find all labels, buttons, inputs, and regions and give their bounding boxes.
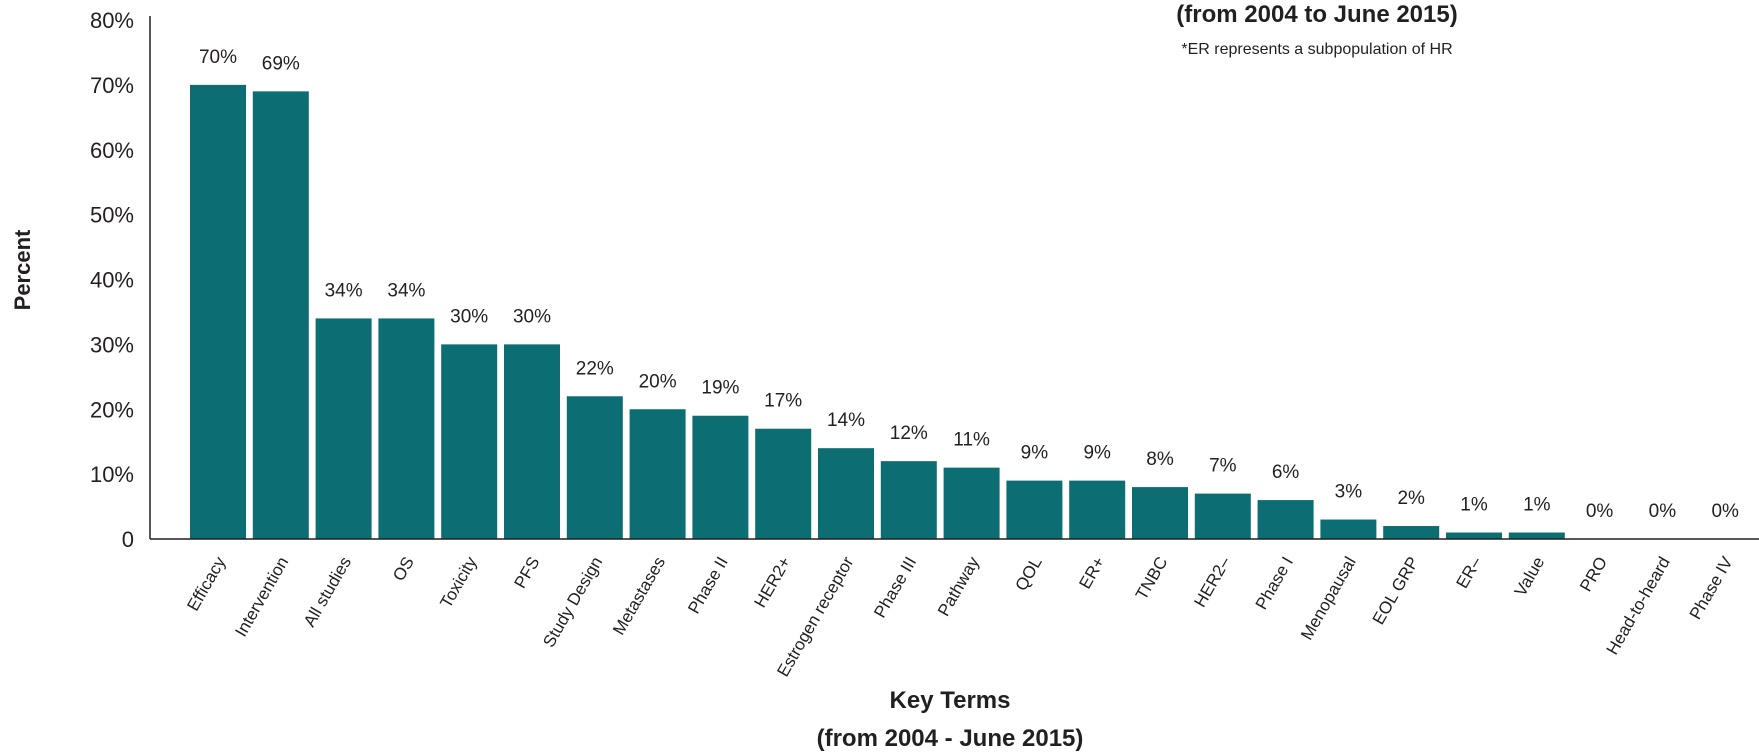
category-label: Value: [1511, 554, 1549, 600]
data-label: 70%: [199, 47, 237, 68]
bar: [315, 318, 372, 539]
data-label: 69%: [262, 53, 300, 74]
bar: [252, 91, 309, 540]
x-axis-sublabel: (from 2004 - June 2015): [817, 725, 1084, 752]
y-tick-label: 20%: [90, 397, 134, 422]
bar: [818, 448, 874, 539]
data-label: 0%: [1711, 501, 1739, 522]
data-label: 20%: [639, 371, 677, 392]
data-label: 6%: [1272, 462, 1300, 483]
category-label: Phase I: [1252, 554, 1297, 613]
data-label: 11%: [953, 430, 990, 451]
data-label: 22%: [576, 358, 614, 379]
bar: [1446, 532, 1502, 539]
category-label: Phase IV: [1686, 553, 1737, 623]
y-tick-label: 0: [122, 527, 134, 552]
category-label: Study Design: [539, 554, 606, 651]
data-label: 3%: [1335, 482, 1363, 503]
category-label: PFS: [510, 554, 543, 592]
data-label: 30%: [450, 306, 488, 327]
bar: [1006, 480, 1063, 539]
bar: [441, 344, 498, 539]
data-label: 0%: [1649, 501, 1677, 522]
data-label: 9%: [1021, 443, 1049, 464]
category-label: HER2–: [1190, 553, 1234, 610]
category-label: Intervention: [231, 554, 292, 640]
bar: [566, 396, 623, 539]
category-label: All studies: [300, 554, 355, 631]
bar: [378, 318, 435, 539]
y-tick-label: 30%: [90, 332, 134, 357]
category-label: Pathway: [934, 553, 983, 619]
category-label: TNBC: [1132, 554, 1172, 604]
category-label: Phase II: [684, 554, 732, 618]
chart-note: *ER represents a subpopulation of HR: [1181, 41, 1452, 58]
bars: [190, 84, 1565, 540]
bar: [1257, 500, 1314, 539]
bar: [1508, 532, 1565, 539]
category-label: OS: [389, 554, 418, 585]
x-axis-categories: Efficacy Intervention All studies OS Toxicit…: [183, 553, 1737, 680]
data-label: 30%: [513, 306, 551, 327]
bar: [1383, 526, 1440, 539]
y-tick-label: 70%: [90, 73, 134, 98]
category-label: HER2+: [751, 553, 795, 610]
x-axis-label: Key Terms: [890, 687, 1011, 714]
y-tick-label: 10%: [90, 462, 134, 487]
data-label: 19%: [701, 378, 739, 399]
bar: [1194, 493, 1251, 539]
data-labels: 70% 69% 34% 34% 30% 30% 22% 20% 19% 17% 14% 12% 11% 9…: [199, 47, 1739, 522]
category-label: EOL GRP: [1369, 554, 1423, 628]
data-label: 8%: [1146, 449, 1174, 470]
category-label: ER–: [1452, 553, 1485, 592]
y-tick-label: 60%: [90, 138, 134, 163]
y-axis-label: Percent: [10, 229, 35, 310]
data-label: 9%: [1083, 443, 1111, 464]
y-tick-label: 40%: [90, 268, 134, 293]
bar: [880, 461, 937, 539]
category-label: Head-to-heard: [1603, 554, 1674, 658]
data-label: 14%: [827, 410, 865, 431]
data-label: 17%: [764, 391, 802, 412]
category-label: Toxicity: [436, 553, 481, 611]
y-tick-label: 50%: [90, 203, 134, 228]
bar: [943, 467, 1000, 539]
data-label: 12%: [890, 423, 928, 444]
bar: [504, 344, 560, 539]
data-label: 34%: [387, 280, 425, 301]
y-tick-label: 80%: [90, 8, 134, 33]
chart-title: (from 2004 to June 2015): [1176, 1, 1457, 28]
data-label: 2%: [1397, 488, 1425, 509]
category-label: Menopausal: [1297, 554, 1360, 644]
category-label: PRO: [1576, 554, 1611, 595]
data-label: 1%: [1523, 495, 1551, 516]
bar: [1069, 480, 1126, 539]
category-label: QOL: [1011, 554, 1045, 595]
bar: [1320, 519, 1377, 539]
bar: [692, 415, 749, 539]
category-label: Efficacy: [183, 553, 229, 614]
data-label: 1%: [1460, 495, 1488, 516]
data-label: 0%: [1586, 501, 1614, 522]
data-label: 34%: [325, 280, 363, 301]
bar: [755, 428, 812, 539]
y-axis-ticks: 0 10% 20% 30% 40% 50% 60% 70% 80%: [90, 8, 134, 552]
category-label: Phase III: [870, 554, 920, 622]
bar: [190, 84, 246, 539]
data-label: 7%: [1209, 456, 1237, 477]
category-label: ER+: [1075, 553, 1108, 592]
category-label: Metastases: [609, 554, 669, 639]
bar: [1132, 487, 1188, 539]
bar: [629, 409, 686, 539]
